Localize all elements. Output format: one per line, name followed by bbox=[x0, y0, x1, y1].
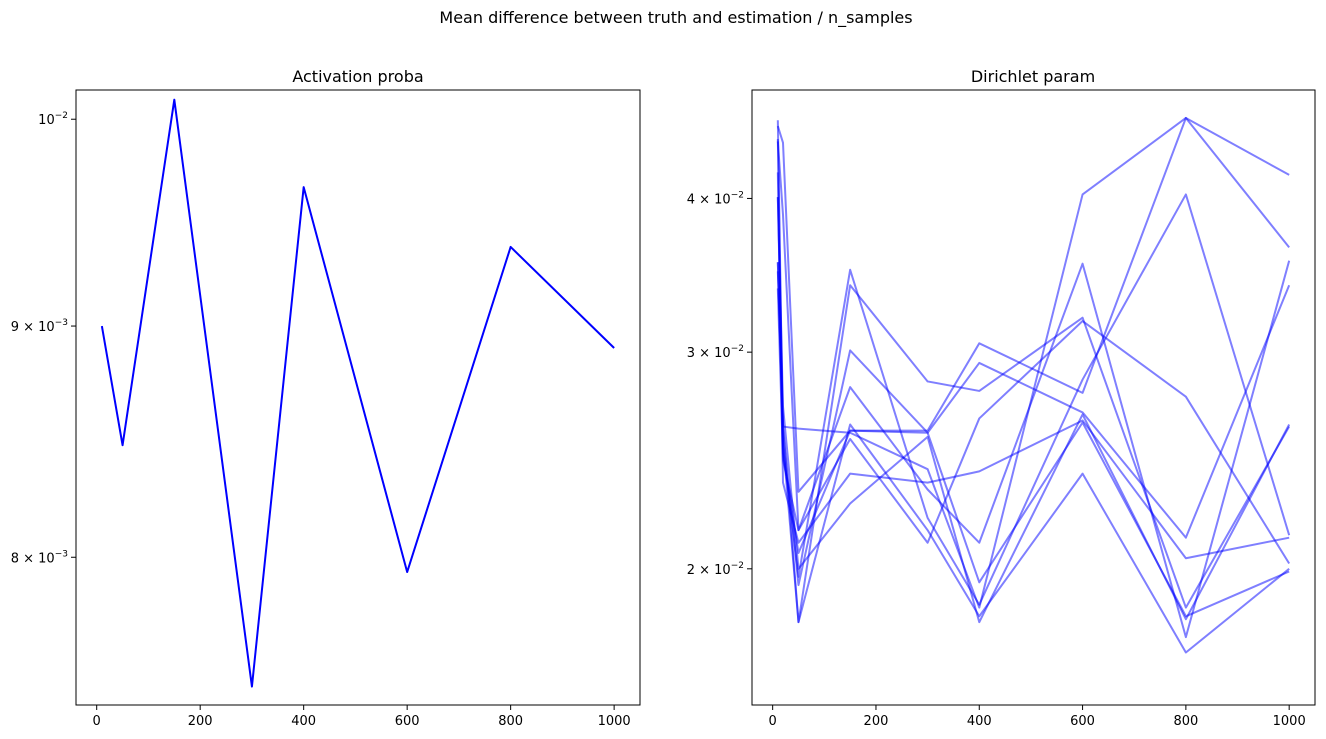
y-tick-label: 10−2 bbox=[38, 111, 68, 128]
series-line-2 bbox=[776, 141, 1291, 565]
series-layer bbox=[100, 98, 615, 688]
series-line-6 bbox=[776, 260, 1291, 639]
panel-title-activation-proba: Activation proba bbox=[292, 67, 423, 86]
y-tick-label: 9 × 10−3 bbox=[11, 318, 68, 335]
x-tick-label: 200 bbox=[864, 714, 889, 729]
tick-layer: 0 200 400 600 800 1000 8 × 10−3 9 × 10−3 10−2 bbox=[11, 111, 631, 729]
tick-layer: 0 200 400 600 800 1000 2 × 10−2 3 × 10−2 4 × 10−… bbox=[687, 190, 1306, 729]
series-line-11 bbox=[776, 120, 1290, 654]
x-tick-label: 800 bbox=[1173, 714, 1198, 729]
x-tick-label: 0 bbox=[93, 714, 101, 729]
x-tick-label: 600 bbox=[395, 714, 420, 729]
panel-title-dirichlet-param: Dirichlet param bbox=[971, 67, 1095, 86]
figure-suptitle: Mean difference between truth and estima… bbox=[439, 8, 912, 28]
plot-frame bbox=[751, 89, 1316, 706]
x-tick-label: 0 bbox=[769, 714, 777, 729]
series-line-8 bbox=[776, 197, 1291, 624]
y-tick-label: 8 × 10−3 bbox=[11, 549, 68, 566]
panel-activation-proba: Activation proba 0 200 400 600 800 1000 8 × 10… bbox=[11, 67, 641, 729]
x-tick-label: 400 bbox=[967, 714, 992, 729]
y-tick-label: 2 × 10−2 bbox=[687, 561, 744, 578]
y-tick-label: 3 × 10−2 bbox=[687, 344, 744, 361]
series-line-10 bbox=[776, 139, 1290, 618]
y-tick-label: 4 × 10−2 bbox=[687, 190, 744, 207]
series-line-1 bbox=[776, 116, 1290, 493]
panel-dirichlet-param: Dirichlet param 0 200 400 600 800 1000 2 × 10−… bbox=[687, 67, 1316, 729]
plot-frame bbox=[75, 89, 641, 706]
x-tick-label: 800 bbox=[498, 714, 523, 729]
x-tick-label: 400 bbox=[291, 714, 316, 729]
x-tick-label: 1000 bbox=[1273, 714, 1306, 729]
x-tick-label: 600 bbox=[1070, 714, 1095, 729]
series-layer bbox=[776, 116, 1291, 654]
x-tick-label: 200 bbox=[188, 714, 213, 729]
x-tick-label: 1000 bbox=[598, 714, 631, 729]
series-line-3 bbox=[776, 116, 1290, 609]
series-line-1 bbox=[100, 98, 615, 688]
